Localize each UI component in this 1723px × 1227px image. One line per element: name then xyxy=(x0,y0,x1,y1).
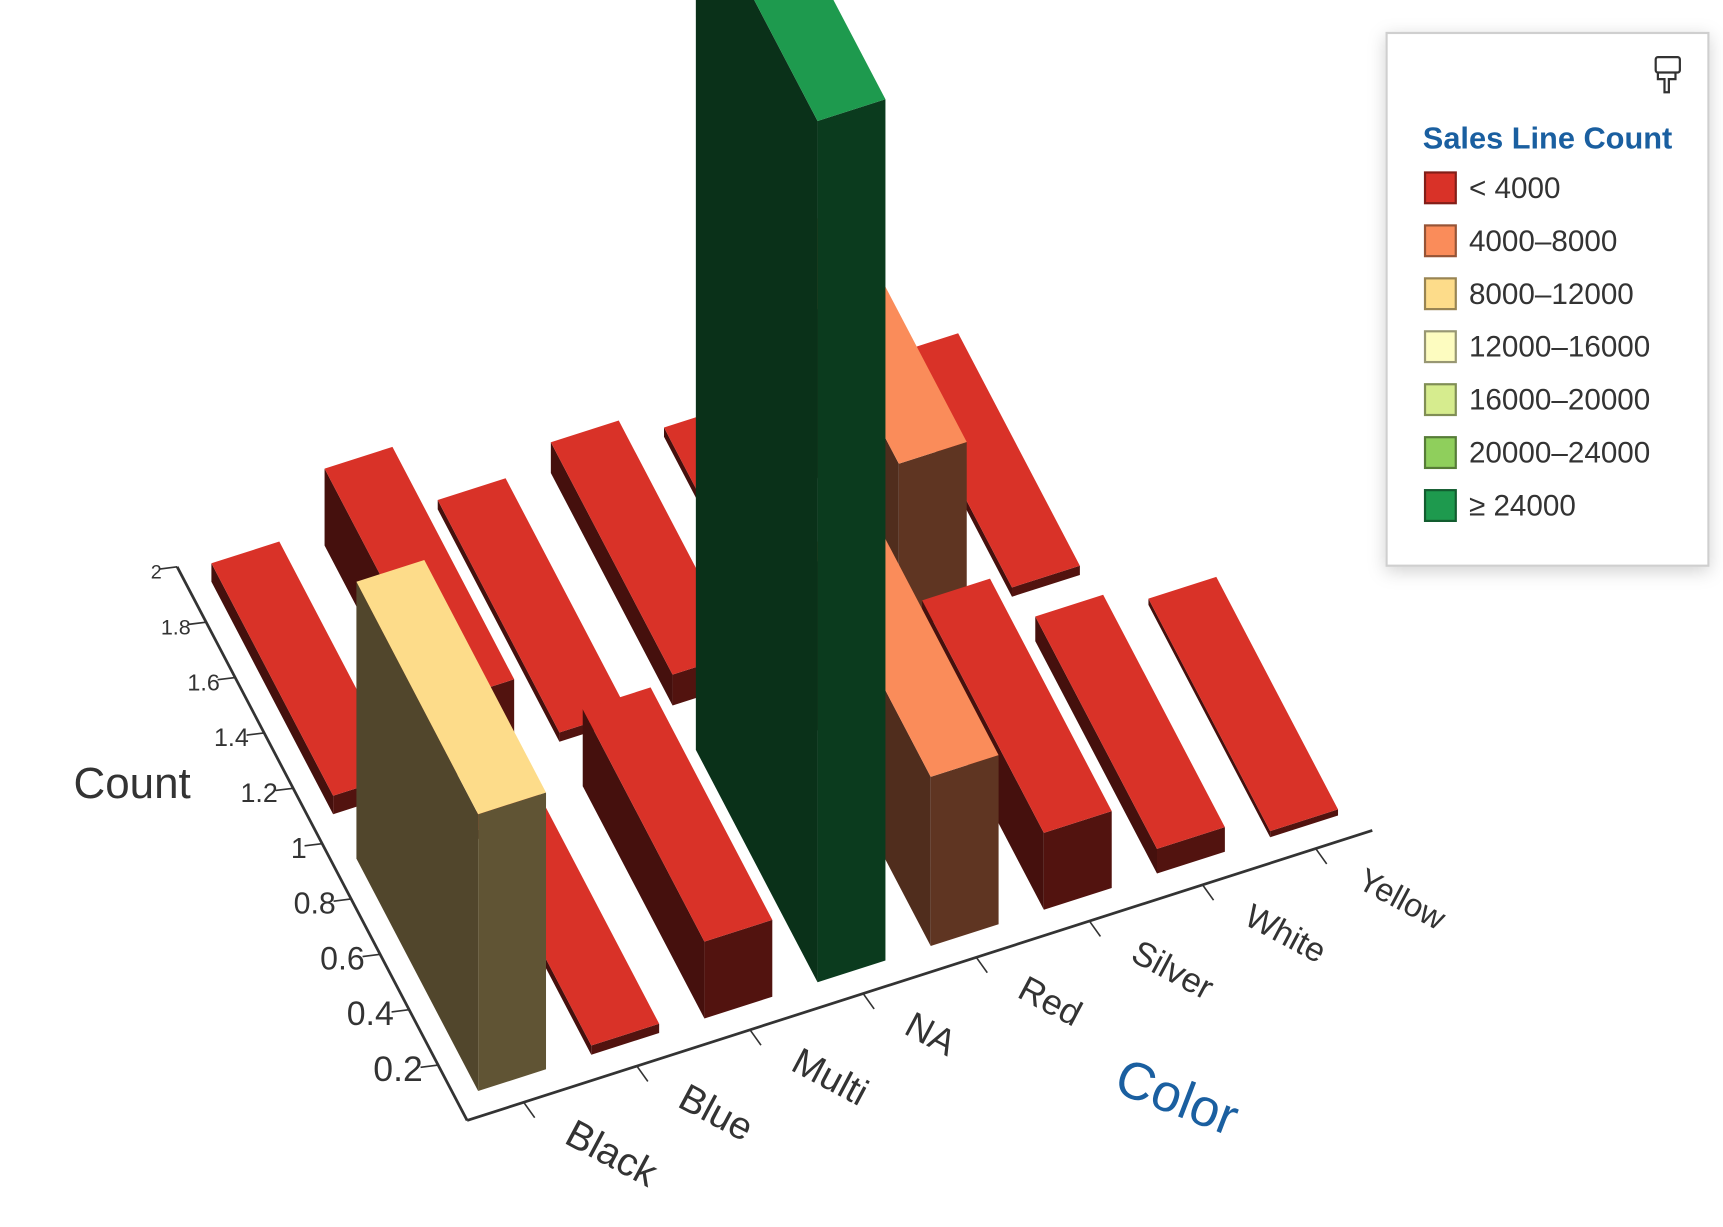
bar xyxy=(356,560,547,1092)
x-tick-label: Yellow xyxy=(1352,860,1452,937)
legend-swatch xyxy=(1423,383,1457,417)
x-axis-line xyxy=(466,829,1373,1122)
bar xyxy=(582,687,773,1019)
y-tick-label: 0.4 xyxy=(347,995,394,1033)
bar-front xyxy=(817,99,886,983)
bar-front xyxy=(478,792,547,1092)
bar-top xyxy=(211,541,402,796)
bar-side xyxy=(211,563,334,815)
legend-label: ≥ 24000 xyxy=(1469,490,1576,523)
legend-label: 4000–8000 xyxy=(1469,225,1617,258)
bar-front xyxy=(930,755,999,947)
legend-label: 8000–12000 xyxy=(1469,278,1634,311)
bar xyxy=(1035,594,1225,874)
bar-side xyxy=(1035,616,1157,874)
bar-side xyxy=(1148,598,1271,838)
y-tick-label: 1.8 xyxy=(161,615,191,639)
legend-label: 16000–20000 xyxy=(1469,384,1650,417)
x-tick xyxy=(1315,848,1328,865)
bar xyxy=(1148,576,1339,838)
bar-front xyxy=(1270,809,1339,838)
x-axis-title: Color xyxy=(1108,1047,1247,1147)
y-tick-label: 2 xyxy=(151,562,162,584)
legend-swatch xyxy=(1423,330,1457,364)
x-tick xyxy=(1201,884,1215,901)
y-tick xyxy=(420,1064,439,1069)
bar-top xyxy=(1148,576,1339,832)
bar-top xyxy=(582,687,773,942)
bar-top xyxy=(356,560,547,815)
bar-top xyxy=(437,478,628,733)
x-tick xyxy=(1088,920,1102,937)
plot-area: 0.2 0.4 0.6 0.8 1 1.2 1.4 1.6 1.8 2 Black Blue Multi… xyxy=(151,0,1452,1196)
legend-swatch xyxy=(1423,436,1457,470)
y-tick-label: 0.8 xyxy=(294,888,336,921)
y-tick xyxy=(304,842,323,847)
y-tick xyxy=(333,898,352,903)
legend-swatch xyxy=(1423,171,1457,205)
legend-label: 20000–24000 xyxy=(1469,437,1650,470)
y-tick xyxy=(362,953,381,958)
y-tick xyxy=(188,621,207,626)
x-tick-label: NA xyxy=(899,1004,964,1064)
x-tick xyxy=(749,1029,762,1046)
legend-label: 12000–16000 xyxy=(1469,331,1650,364)
legend-swatch xyxy=(1423,224,1457,258)
bar-top xyxy=(1035,594,1225,849)
bar-top xyxy=(754,0,886,122)
bar-side xyxy=(695,0,818,983)
x-tick-label: Multi xyxy=(786,1039,876,1113)
y-tick-label: 1.6 xyxy=(187,669,219,695)
bar-front xyxy=(1011,565,1080,597)
x-tick xyxy=(636,1065,649,1082)
x-tick-label: Blue xyxy=(672,1076,760,1150)
legend-swatch xyxy=(1423,277,1457,311)
bar-side xyxy=(582,709,705,1019)
bar-top xyxy=(922,578,1112,833)
y-tick-label: 1 xyxy=(291,833,307,865)
y-tick xyxy=(275,787,294,792)
paint-icon[interactable] xyxy=(1654,56,1681,94)
bar-side xyxy=(356,581,479,1092)
y-tick xyxy=(159,565,178,570)
legend-label: < 4000 xyxy=(1469,172,1560,205)
x-tick xyxy=(975,956,988,974)
bar-front xyxy=(591,1023,660,1055)
x-tick xyxy=(862,993,875,1010)
y-axis-title: Count xyxy=(74,759,191,808)
y-tick-label: 1.4 xyxy=(214,724,249,752)
legend-title: Sales Line Count xyxy=(1423,121,1672,156)
y-tick-label: 0.6 xyxy=(320,940,365,976)
bar-front xyxy=(1043,811,1112,910)
legend: Sales Line Count < 4000 4000–8000 8000–120… xyxy=(1385,31,1710,567)
x-tick-label: Black xyxy=(559,1111,665,1195)
bar-front xyxy=(898,442,967,633)
y-tick xyxy=(391,1008,410,1013)
x-tick-label: Silver xyxy=(1125,933,1219,1007)
y-tick xyxy=(246,732,265,736)
y-tick xyxy=(217,676,236,681)
bar-side xyxy=(437,500,560,742)
x-tick-label: White xyxy=(1239,898,1332,971)
y-tick-label: 0.2 xyxy=(373,1049,422,1089)
bar-side xyxy=(550,442,673,706)
x-tick xyxy=(523,1101,536,1119)
bar-front xyxy=(1156,827,1225,874)
legend-swatch xyxy=(1423,489,1457,522)
bar xyxy=(695,0,886,983)
bar-top xyxy=(550,420,741,675)
bar-front xyxy=(704,919,773,1019)
x-tick-label: Red xyxy=(1012,968,1088,1034)
y-tick-label: 1.2 xyxy=(241,778,278,808)
